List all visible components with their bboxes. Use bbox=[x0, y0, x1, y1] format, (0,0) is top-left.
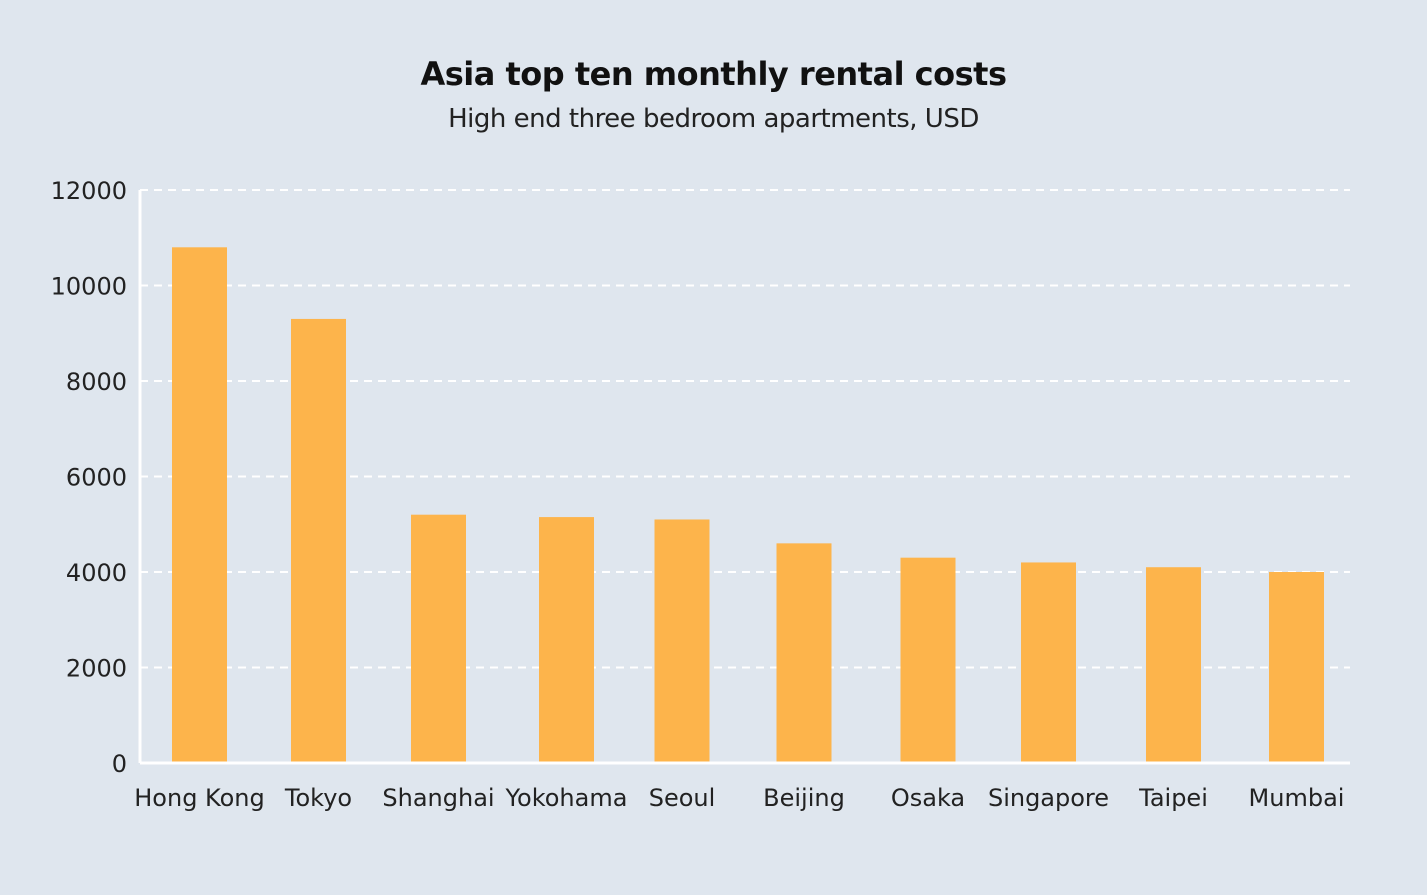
x-tick-label: Hong Kong bbox=[134, 784, 264, 812]
bar-taipei bbox=[1146, 567, 1201, 763]
bar-singapore bbox=[1021, 562, 1076, 763]
bar-tokyo bbox=[291, 318, 346, 763]
y-tick-label: 4000 bbox=[66, 559, 127, 587]
x-tick-label: Shanghai bbox=[382, 784, 494, 812]
y-tick-label: 6000 bbox=[66, 464, 127, 492]
y-tick-label: 10000 bbox=[51, 273, 127, 301]
x-tick-label: Taipei bbox=[1138, 784, 1208, 812]
bar-mumbai bbox=[1269, 572, 1324, 763]
x-tick-label: Yokohama bbox=[505, 784, 628, 812]
y-tick-label: 2000 bbox=[66, 655, 127, 683]
x-tick-label: Tokyo bbox=[284, 784, 352, 812]
x-tick-label: Beijing bbox=[763, 784, 845, 812]
bar-yokohama bbox=[539, 517, 594, 763]
x-tick-label: Singapore bbox=[988, 784, 1109, 812]
y-tick-label: 0 bbox=[112, 750, 127, 778]
bar-beijing bbox=[776, 543, 832, 763]
y-tick-label: 8000 bbox=[66, 368, 127, 396]
chart-title: Asia top ten monthly rental costs bbox=[420, 55, 1007, 93]
bar-osaka bbox=[900, 557, 956, 763]
y-tick-label: 12000 bbox=[51, 177, 127, 205]
chart-subtitle: High end three bedroom apartments, USD bbox=[448, 104, 979, 134]
x-tick-label: Seoul bbox=[649, 784, 716, 812]
bar-seoul bbox=[654, 519, 710, 763]
x-tick-label: Osaka bbox=[891, 784, 965, 812]
x-tick-label: Mumbai bbox=[1249, 784, 1345, 812]
bar-shanghai bbox=[411, 514, 466, 763]
bar-hong-kong bbox=[172, 247, 227, 764]
